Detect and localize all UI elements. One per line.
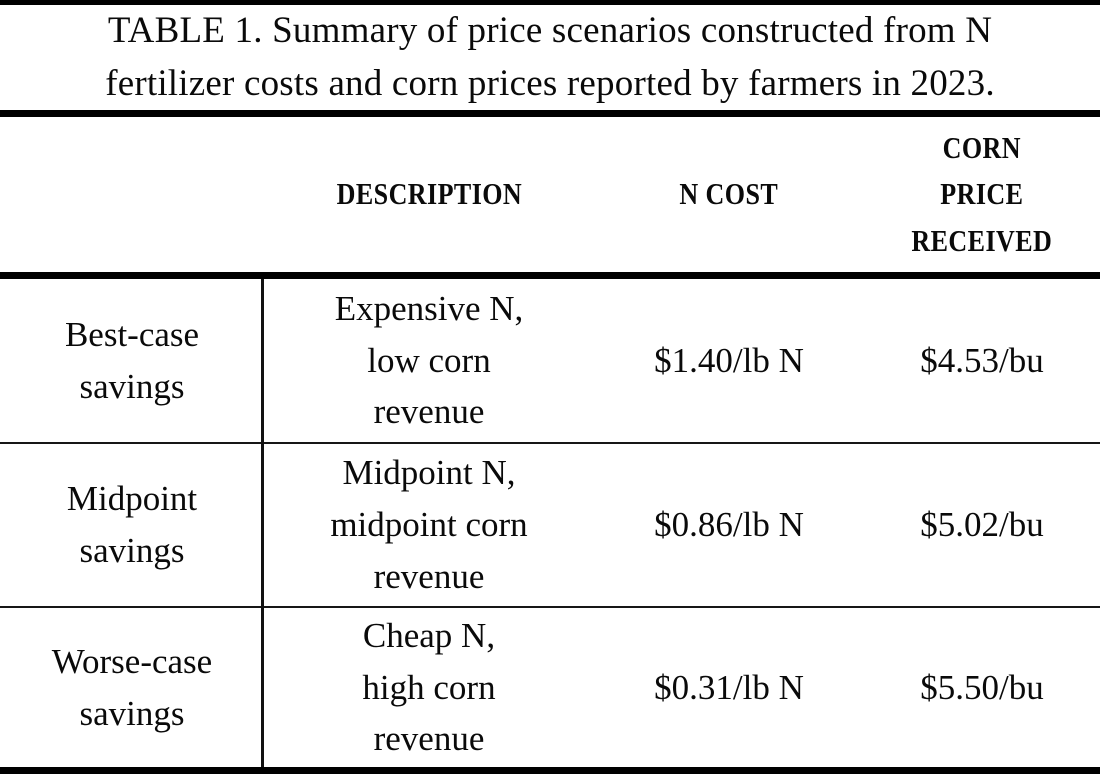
column-divider <box>261 279 264 767</box>
table-row: Worse-case savings Cheap N, high corn re… <box>0 608 1100 767</box>
row-label-cell: Best-case savings <box>64 314 200 406</box>
bottom-rule <box>0 767 1100 774</box>
header-scenario-empty <box>0 117 264 272</box>
n-cost-cell: $0.86/lb N <box>654 505 804 545</box>
table-header-row: DESCRIPTION N COST CORN PRICE RECEIVED <box>0 117 1100 272</box>
top-rule <box>0 0 1100 5</box>
row-divider <box>0 606 1100 608</box>
n-cost-cell: $1.40/lb N <box>654 340 804 380</box>
header-description: DESCRIPTION <box>264 117 594 272</box>
header-corn-price-received-label: CORN PRICE RECEIVED <box>911 129 1053 258</box>
row-label-cell: Worse-case savings <box>51 641 213 733</box>
table-row: Midpoint savings Midpoint N, midpoint co… <box>0 444 1100 606</box>
header-n-cost: N COST <box>594 117 864 272</box>
header-rule <box>0 272 1100 279</box>
description-cell: Midpoint N, midpoint corn revenue <box>330 453 528 596</box>
table-row: Best-case savings Expensive N, low corn … <box>0 279 1100 442</box>
description-cell: Cheap N, high corn revenue <box>362 615 496 759</box>
bottom-margin <box>0 774 1100 776</box>
header-n-cost-label: N COST <box>679 176 779 212</box>
corn-price-cell: $5.50/bu <box>920 667 1044 707</box>
caption-rule <box>0 110 1100 117</box>
table-body: Best-case savings Expensive N, low corn … <box>0 279 1100 767</box>
row-label-cell: Midpoint savings <box>66 479 198 570</box>
header-description-label: DESCRIPTION <box>336 176 522 212</box>
table-caption: TABLE 1. Summary of price scenarios cons… <box>105 9 995 104</box>
corn-price-cell: $4.53/bu <box>920 340 1044 380</box>
row-divider <box>0 442 1100 444</box>
corn-price-cell: $5.02/bu <box>920 505 1044 545</box>
description-cell: Expensive N, low corn revenue <box>334 288 524 432</box>
n-cost-cell: $0.31/lb N <box>654 667 804 707</box>
header-corn-price-received: CORN PRICE RECEIVED <box>864 117 1100 272</box>
